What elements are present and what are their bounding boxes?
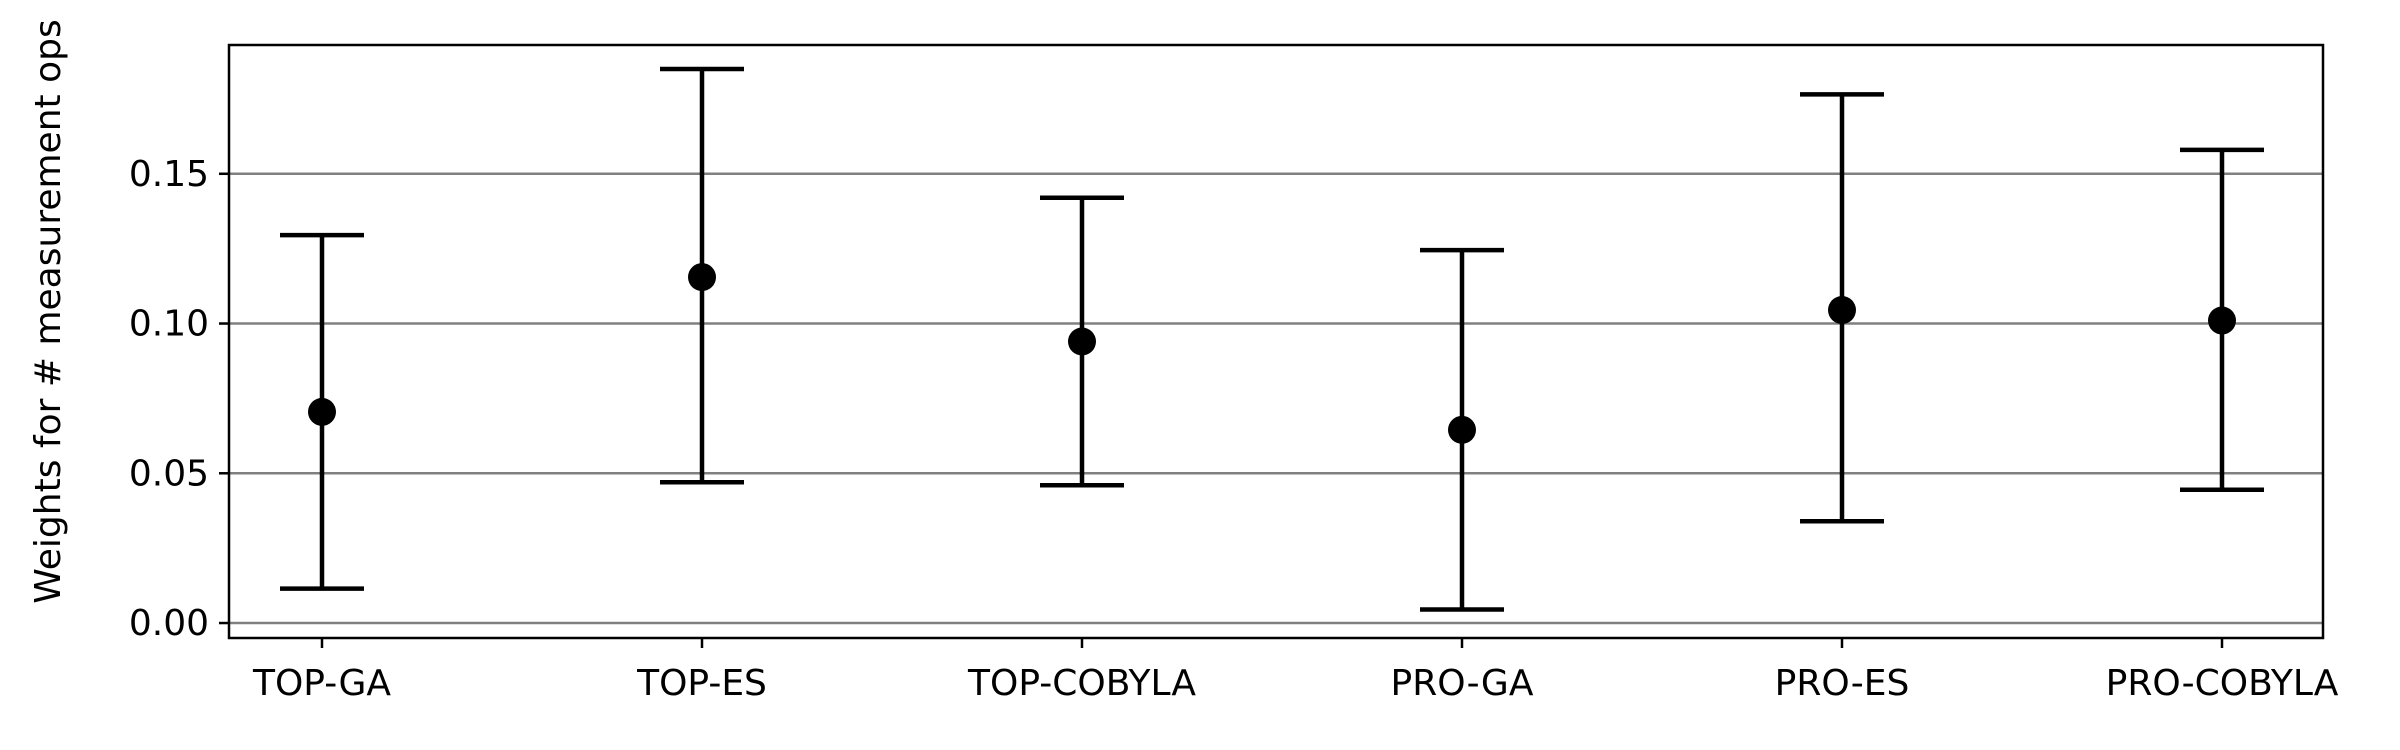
plot-frame — [227, 43, 2325, 640]
y-ticks: 0.00 0.05 0.10 0.15 — [129, 154, 229, 644]
data-point — [308, 397, 336, 426]
error-bars — [280, 66, 2264, 612]
x-tick-label: PRO-ES — [1775, 663, 1910, 704]
data-point — [1068, 327, 1096, 356]
y-tick-label: 0.15 — [129, 154, 209, 195]
grid-lines — [229, 172, 2323, 625]
x-tick-label: TOP-ES — [636, 663, 767, 704]
x-tick-label: TOP-COBYLA — [967, 663, 1196, 704]
x-tick-label: PRO-COBYLA — [2106, 663, 2339, 704]
y-tick-label: 0.10 — [129, 304, 209, 345]
data-point — [688, 263, 716, 292]
x-ticks: TOP-GA TOP-ES TOP-COBYLA PRO-GA PRO-ES PRO-CO… — [252, 638, 2339, 704]
data-point — [1828, 296, 1856, 325]
y-tick-label: 0.05 — [129, 453, 209, 494]
data-point — [2208, 306, 2236, 335]
data-point — [1448, 415, 1476, 444]
x-tick-label: PRO-GA — [1391, 663, 1534, 704]
y-tick-label: 0.00 — [129, 603, 209, 644]
x-tick-label: TOP-GA — [252, 663, 391, 704]
y-axis-label: Weights for # measurement ops — [28, 19, 69, 603]
data-points — [308, 263, 2236, 444]
